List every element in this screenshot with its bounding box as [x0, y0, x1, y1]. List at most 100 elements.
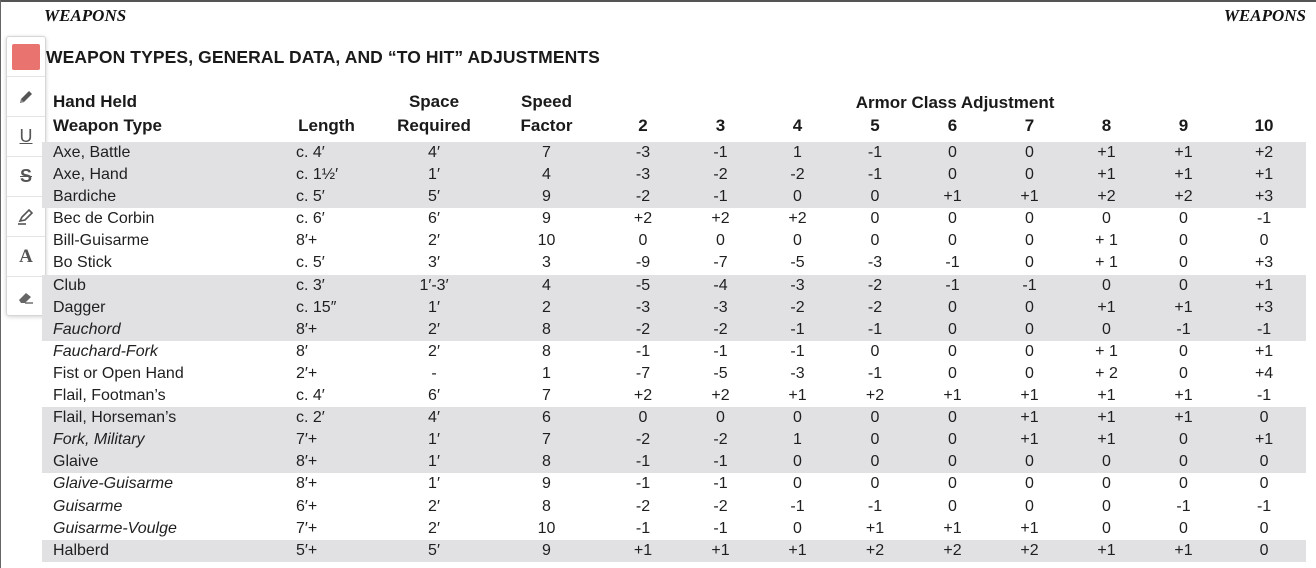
ac-adjustment-cell: -1: [1256, 387, 1272, 405]
speed-cell: 9: [489, 539, 604, 562]
ac-adjustment-cell: +1: [943, 387, 962, 405]
col-header-ac-7: 7: [1024, 116, 1035, 135]
ac-adjustment-cell: -5: [604, 274, 682, 297]
strikethrough-icon: S: [19, 166, 32, 186]
underline-tool-button[interactable]: U: [7, 117, 45, 157]
strikethrough-tool-button[interactable]: S: [7, 157, 45, 197]
col-header-ac-6: 6: [947, 116, 958, 135]
speed-cell: 6: [489, 407, 604, 430]
ac-adjustment-cell: +1: [1068, 539, 1145, 562]
space-cell: 1′: [379, 451, 489, 474]
table-row: Bill-Guisarme 8′+ 2′ 10 0 0 0 0 0 0 + 1 0 0: [42, 230, 1306, 252]
ac-adjustment-cell: -2: [604, 318, 682, 341]
ac-adjustment-cell: +2: [788, 210, 807, 228]
ac-adjustment-cell: 0: [991, 164, 1068, 187]
ac-adjustment-cell: +2: [633, 387, 653, 405]
table-row: Bec de Corbin c. 6′ 6′ 9 +2 +2 +2 0 0 0 0 0 -1: [42, 208, 1306, 230]
table-row: Flail, Horseman’s c. 2′ 4′ 6 0 0 0 0 0 +1 +1 +1 0: [42, 407, 1307, 430]
ac-adjustment-cell: +1: [991, 407, 1068, 430]
space-cell: 2′: [428, 232, 440, 250]
col-header-weapon-line2: Weapon Type: [53, 116, 162, 135]
speed-cell: 8: [542, 497, 551, 515]
speed-cell: 4: [489, 164, 604, 187]
pen-tool-button[interactable]: [7, 77, 45, 117]
ac-adjustment-cell: 0: [1102, 475, 1111, 493]
header-row-2: Weapon Type Length Required Factor 2 3 4…: [42, 114, 1306, 138]
table-row: Bo Stick c. 5′ 3′ 3 -9 -7 -5 -3 -1 0 + 1 0 +3: [42, 252, 1306, 274]
length-cell: c. 15″: [274, 296, 379, 319]
space-cell: 1′: [379, 429, 489, 452]
highlighter-tool-button[interactable]: [7, 197, 45, 237]
ac-adjustment-cell: 0: [914, 318, 991, 341]
text-icon: A: [19, 245, 33, 267]
color-swatch-button[interactable]: [7, 37, 45, 77]
table-row: Dagger c. 15″ 1′ 2 -3 -3 -2 -2 0 0 +1 +1 +3: [42, 296, 1307, 319]
ac-adjustment-cell: +2: [1145, 186, 1222, 209]
weapon-name-cell: Halberd: [42, 539, 274, 562]
ac-adjustment-cell: -1: [914, 274, 991, 297]
ac-adjustment-cell: +1: [1222, 429, 1307, 452]
weapon-name-cell: Axe, Hand: [42, 164, 274, 187]
ac-adjustment-cell: 0: [991, 296, 1068, 319]
ac-adjustment-cell: 0: [914, 296, 991, 319]
ac-adjustment-cell: 0: [1179, 519, 1188, 537]
table-row: Axe, Battle c. 4′ 4′ 7 -3 -1 1 -1 0 0 +1 +1 +2: [42, 142, 1307, 165]
space-cell: 2′: [428, 342, 440, 360]
ac-adjustment-cell: 0: [759, 407, 836, 430]
eraser-tool-button[interactable]: [7, 277, 45, 317]
ac-adjustment-cell: +1: [943, 519, 962, 537]
col-header-length: Length: [298, 116, 355, 135]
ac-adjustment-cell: -2: [836, 296, 914, 319]
ac-adjustment-cell: -1: [1145, 318, 1222, 341]
ac-adjustment-cell: -1: [1256, 497, 1272, 515]
col-header-ac-8: 8: [1101, 116, 1112, 135]
ac-adjustment-cell: +1: [682, 539, 759, 562]
space-cell: 6′: [428, 387, 440, 405]
length-cell: 8′+: [274, 451, 379, 474]
weapon-name-cell: Bill-Guisarme: [53, 232, 150, 250]
ac-adjustment-cell: 0: [948, 232, 957, 250]
ac-adjustment-cell: -7: [635, 364, 651, 382]
ac-adjustment-cell: 0: [870, 475, 880, 493]
ac-adjustment-cell: +1: [788, 387, 807, 405]
ac-adjustment-cell: 0: [1025, 364, 1034, 382]
ac-adjustment-cell: 0: [1025, 232, 1034, 250]
weapon-name-cell: Axe, Battle: [42, 142, 274, 165]
ac-adjustment-cell: 0: [1259, 519, 1269, 537]
ac-adjustment-cell: +2: [865, 387, 885, 405]
ac-adjustment-cell: -2: [836, 274, 914, 297]
space-cell: 1′: [379, 296, 489, 319]
ac-adjustment-cell: 0: [991, 142, 1068, 165]
ac-adjustment-cell: 0: [914, 142, 991, 165]
ac-adjustment-cell: -2: [604, 186, 682, 209]
space-cell: 1′: [428, 475, 440, 493]
length-cell: c. 5′: [274, 186, 379, 209]
ac-adjustment-cell: -2: [682, 429, 759, 452]
speed-cell: 2: [489, 296, 604, 319]
text-tool-button[interactable]: A: [7, 237, 45, 277]
ac-adjustment-cell: -1: [836, 164, 914, 187]
ac-adjustment-cell: +2: [914, 539, 991, 562]
ac-adjustment-cell: -3: [604, 296, 682, 319]
ac-adjustment-cell: 0: [1179, 364, 1188, 382]
space-cell: 2′: [428, 497, 440, 515]
ac-adjustment-cell: 0: [793, 475, 802, 493]
ac-adjustment-cell: -3: [682, 296, 759, 319]
length-cell: c. 1½′: [274, 164, 379, 187]
col-header-speed-line1: Speed: [520, 92, 573, 111]
ac-adjustment-cell: 0: [1222, 407, 1307, 430]
length-cell: 7′+: [296, 519, 318, 537]
col-header-ac-10: 10: [1254, 116, 1274, 135]
table-row: Glaive-Guisarme 8′+ 1′ 9 -1 -1 0 0 0 0 0 0 0: [42, 473, 1306, 495]
ac-adjustment-cell: -9: [635, 254, 651, 272]
running-header-left: WEAPONS: [44, 6, 127, 25]
ac-adjustment-cell: 0: [1222, 539, 1307, 562]
ac-adjustment-cell: 0: [870, 210, 880, 228]
ac-adjustment-cell: -1: [867, 497, 883, 515]
length-cell: c. 4′: [296, 387, 325, 405]
weapon-name-cell: Bardiche: [42, 186, 274, 209]
ac-adjustment-cell: +2: [836, 539, 914, 562]
col-header-ac-group: Armor Class Adjustment: [855, 93, 1055, 112]
ac-adjustment-cell: +1: [1068, 164, 1145, 187]
ac-adjustment-cell: 0: [793, 232, 802, 250]
